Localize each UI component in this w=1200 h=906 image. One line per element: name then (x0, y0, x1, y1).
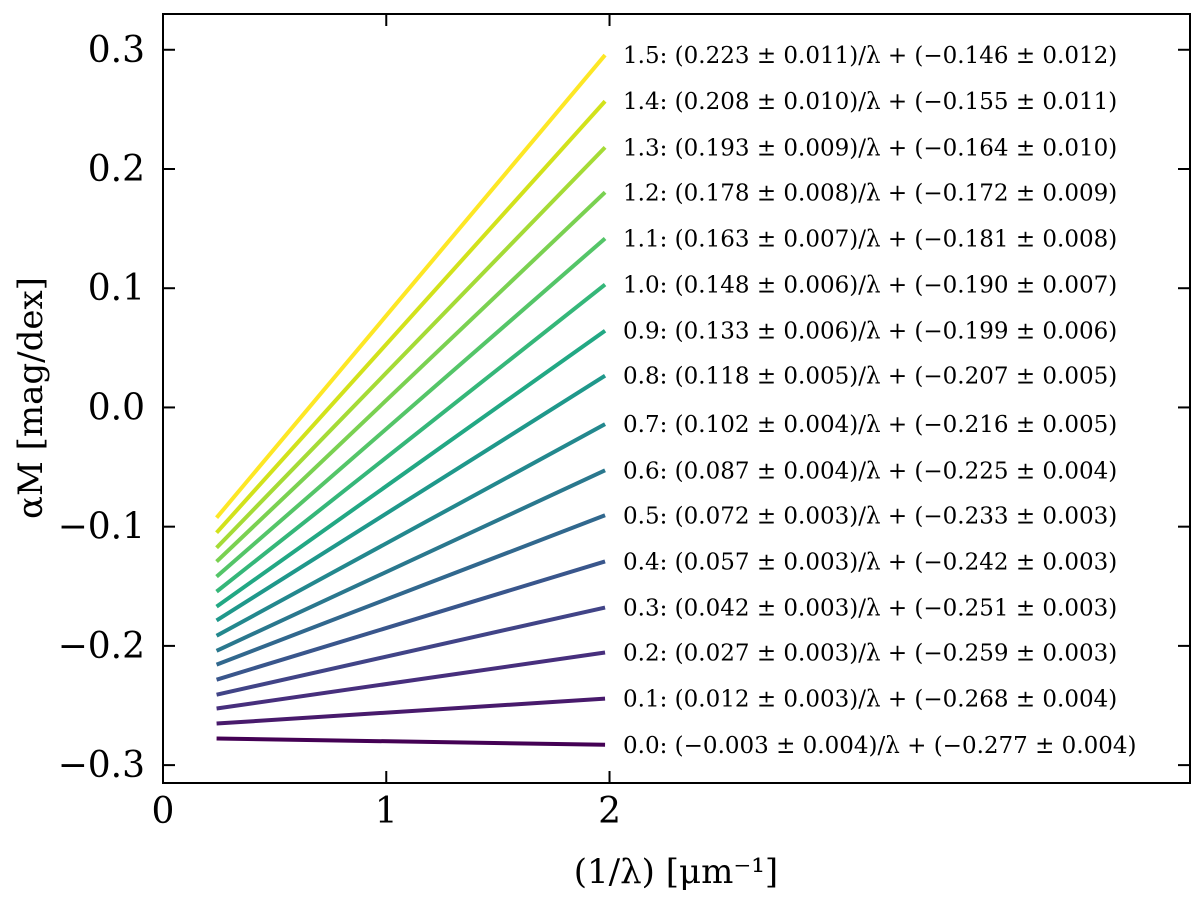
series-label-0-7: 0.7: (0.102 ± 0.004)/λ + (−0.216 ± 0.005… (623, 412, 1117, 438)
series-label-0-4: 0.4: (0.057 ± 0.003)/λ + (−0.242 ± 0.003… (623, 549, 1117, 575)
series-line-0-5 (215, 513, 606, 667)
x-tick-label: 0 (152, 791, 175, 832)
plot-frame (162, 13, 1191, 784)
series-line-1-4 (215, 99, 607, 535)
series-labels: 0.0: (−0.003 ± 0.004)/λ + (−0.277 ± 0.00… (623, 43, 1136, 759)
series-line-1-3 (215, 145, 607, 550)
series-line-0-9 (215, 329, 607, 609)
series-label-1-2: 1.2: (0.178 ± 0.008)/λ + (−0.172 ± 0.009… (623, 180, 1117, 206)
series-label-0-0: 0.0: (−0.003 ± 0.004)/λ + (−0.277 ± 0.00… (623, 733, 1136, 759)
y-tick-label: 0.0 (88, 387, 145, 428)
series-line-0-6 (215, 468, 606, 653)
series-line-1-1 (215, 236, 607, 579)
series-label-0-5: 0.5: (0.072 ± 0.003)/λ + (−0.233 ± 0.003… (623, 503, 1117, 529)
series-line-0-8 (215, 373, 607, 623)
series-label-0-8: 0.8: (0.118 ± 0.005)/λ + (−0.207 ± 0.005… (623, 364, 1117, 390)
y-axis-label: αM [mag/dex] (11, 277, 51, 519)
y-tick-label: −0.1 (58, 507, 145, 548)
series-line-0-7 (215, 422, 607, 638)
series-label-0-9: 0.9: (0.133 ± 0.006)/λ + (−0.199 ± 0.006… (623, 319, 1117, 345)
series-label-1-0: 1.0: (0.148 ± 0.006)/λ + (−0.190 ± 0.007… (623, 273, 1117, 299)
series-line-1-0 (215, 283, 607, 594)
series-line-0-1 (216, 696, 606, 726)
series-label-0-6: 0.6: (0.087 ± 0.004)/λ + (−0.225 ± 0.004… (623, 458, 1117, 484)
y-tick-label: −0.2 (58, 626, 145, 667)
series-label-1-1: 1.1: (0.163 ± 0.007)/λ + (−0.181 ± 0.008… (623, 226, 1117, 252)
y-tick-label: −0.3 (58, 745, 145, 786)
series-lines (215, 53, 607, 747)
series-line-0-4 (216, 559, 606, 682)
x-tick-label: 2 (598, 791, 621, 832)
series-label-0-3: 0.3: (0.042 ± 0.003)/λ + (−0.251 ± 0.003… (623, 596, 1117, 622)
y-tick-label: 0.3 (88, 30, 145, 71)
series-label-1-5: 1.5: (0.223 ± 0.011)/λ + (−0.146 ± 0.012… (623, 43, 1117, 69)
series-line-1-5 (215, 53, 607, 519)
series-label-0-2: 0.2: (0.027 ± 0.003)/λ + (−0.259 ± 0.003… (623, 640, 1117, 666)
y-tick-label: 0.1 (88, 268, 145, 309)
series-label-1-3: 1.3: (0.193 ± 0.009)/λ + (−0.164 ± 0.010… (623, 135, 1117, 161)
x-axis-label: (1/λ) [μm⁻¹] (574, 852, 778, 892)
x-tick-label: 1 (375, 791, 398, 832)
series-line-0-0 (216, 736, 606, 747)
series-line-1-2 (215, 190, 607, 564)
y-axis-ticks: −0.3 −0.2 −0.1 0.0 0.1 0.2 0.3 (58, 30, 1190, 786)
x-axis-ticks: 0 1 2 (152, 14, 621, 832)
series-line-0-3 (216, 605, 606, 697)
y-tick-label: 0.2 (88, 149, 145, 190)
series-label-1-4: 1.4: (0.208 ± 0.010)/λ + (−0.155 ± 0.011… (623, 89, 1117, 115)
series-line-0-2 (216, 650, 606, 711)
series-label-0-1: 0.1: (0.012 ± 0.003)/λ + (−0.268 ± 0.004… (623, 687, 1117, 713)
